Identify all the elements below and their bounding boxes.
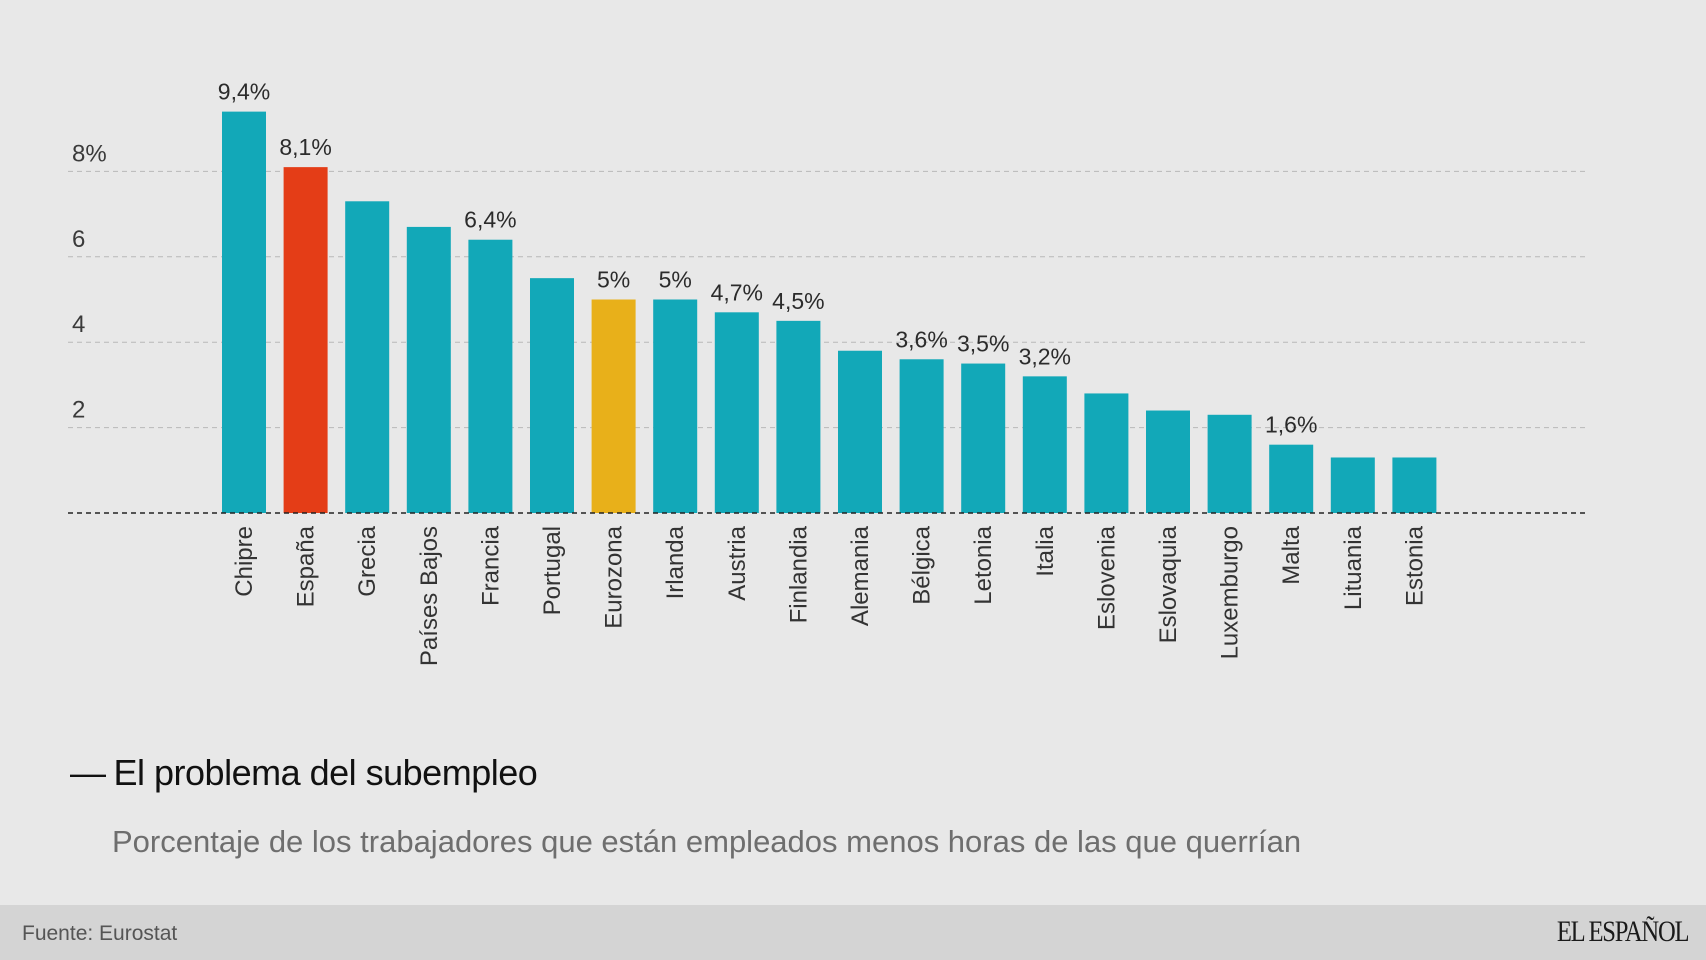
data-label: 6,4% <box>464 207 516 233</box>
bar-francia <box>468 239 513 513</box>
y-axis-ticks: 2 4 6 8% <box>72 140 107 423</box>
data-label: 4,7% <box>711 279 763 305</box>
x-tick-label: Estonia <box>1401 525 1428 606</box>
x-axis-labels: Chipre España Grecia Países Bajos Francia Por… <box>231 525 1428 666</box>
x-tick-label: Lituania <box>1340 525 1367 610</box>
x-tick-label: Grecia <box>354 525 381 596</box>
x-tick-label: Alemania <box>847 525 874 626</box>
x-tick-label: Italia <box>1032 525 1059 576</box>
x-tick-label: Finlandia <box>785 525 812 623</box>
bar-austria <box>714 312 759 513</box>
bar-españa <box>283 167 328 513</box>
data-label: 4,5% <box>772 288 824 314</box>
y-tick-label: 4 <box>72 311 85 338</box>
x-tick-label: Portugal <box>539 526 566 615</box>
y-tick-label: 8% <box>72 140 107 167</box>
data-label: 9,4% <box>218 79 270 105</box>
bar-países-bajos <box>406 226 451 513</box>
bar-grecia <box>345 201 390 514</box>
x-tick-label: Eslovenia <box>1093 525 1120 630</box>
x-tick-label: Eurozona <box>601 525 628 628</box>
bar-finlandia <box>776 320 821 513</box>
bar-eurozona <box>591 299 636 513</box>
x-tick-label: Letonia <box>970 525 997 604</box>
data-label: 5% <box>659 267 692 293</box>
x-tick-label: España <box>293 525 320 607</box>
x-tick-label: Austria <box>724 525 751 600</box>
data-label: 1,6% <box>1265 412 1317 438</box>
x-tick-label: Países Bajos <box>416 526 443 666</box>
data-labels: 9,4% 8,1% 6,4% 5% 5% 4,7% 4,5% 3,6% 3,5% 3,2% 1,6% <box>218 79 1318 438</box>
bar-lituania <box>1330 457 1375 513</box>
chart-subtitle: Porcentaje de los trabajadores que están… <box>112 824 1302 859</box>
bar-portugal <box>530 278 574 513</box>
bar-estonia <box>1392 457 1437 513</box>
bar-italia <box>1022 376 1067 513</box>
bar-bélgica <box>899 359 944 513</box>
footer-bar: Fuente: Eurostat EL ESPAÑOL <box>0 905 1706 960</box>
x-tick-label: Bélgica <box>909 525 936 604</box>
bar-malta <box>1269 444 1314 513</box>
data-label: 3,2% <box>1019 343 1071 369</box>
data-label: 3,5% <box>957 331 1009 357</box>
title-dash: — <box>70 752 106 793</box>
bar-chart: 2 4 6 8% 9,4% 8,1% 6,4% 5% 5% 4,7% 4,5% 3,6% 3,5% 3,… <box>68 79 1588 666</box>
source-note: Fuente: Eurostat <box>22 922 178 945</box>
bar-eslovenia <box>1084 393 1129 513</box>
x-tick-label: Francia <box>477 525 504 606</box>
x-tick-label: Eslovaquia <box>1155 525 1182 643</box>
data-label: 8,1% <box>279 134 331 160</box>
title-text: El problema del subempleo <box>113 752 538 793</box>
data-label: 5% <box>597 267 630 293</box>
data-label: 3,6% <box>895 326 947 352</box>
bar-luxemburgo <box>1207 414 1252 513</box>
y-tick-label: 6 <box>72 226 85 253</box>
bars <box>222 111 1437 514</box>
chart-title: — El problema del subempleo <box>70 752 538 794</box>
x-tick-label: Chipre <box>231 526 258 597</box>
bar-eslovaquia <box>1146 410 1190 513</box>
x-tick-label: Irlanda <box>662 525 689 599</box>
bar-alemania <box>838 350 882 513</box>
brand-logo: EL ESPAÑOL <box>1556 915 1690 948</box>
bar-letonia <box>961 363 1006 513</box>
x-tick-label: Malta <box>1278 525 1305 584</box>
bar-chipre <box>222 111 266 514</box>
y-tick-label: 2 <box>72 397 85 424</box>
bar-irlanda <box>653 299 698 513</box>
x-tick-label: Luxemburgo <box>1217 526 1244 659</box>
